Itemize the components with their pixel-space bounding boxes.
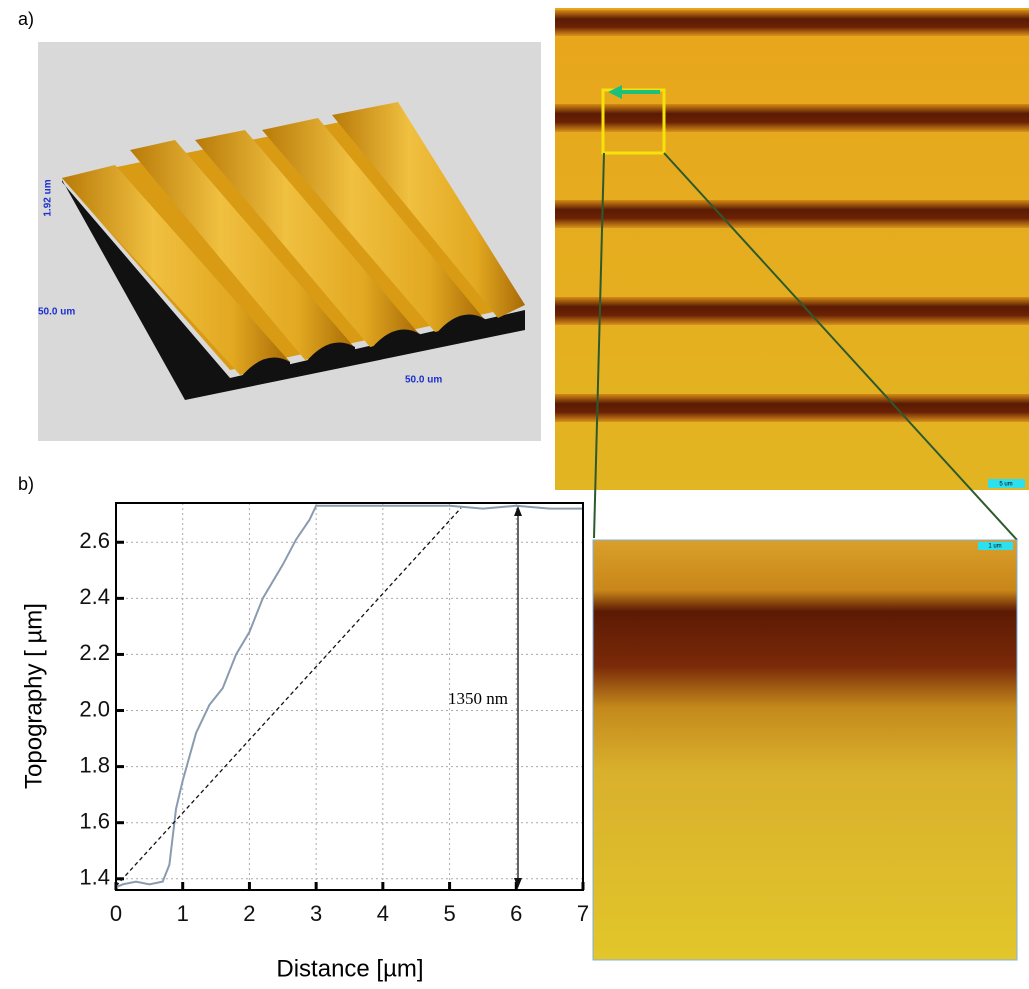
y-axis-label: Topography [ µm] (20, 603, 47, 789)
x-tick-label: 3 (310, 901, 322, 926)
scale-bar: 5 um (999, 482, 1012, 488)
panel-label: b) (18, 474, 34, 494)
x-tick-label: 1 (177, 901, 189, 926)
zoom-image: 1 um (592, 539, 1018, 961)
y-tick-label: 1.4 (79, 865, 110, 890)
x-tick-label: 2 (243, 901, 255, 926)
x-tick-label: 7 (577, 901, 589, 926)
3d-view: 1.92 um 50.0 um 50.0 um (38, 42, 541, 441)
plot-frame (115, 502, 584, 891)
x-tick-label: 4 (377, 901, 389, 926)
profile-line (115, 504, 583, 889)
axis-label: 50.0 um (405, 375, 442, 386)
y-tick-label: 1.8 (79, 752, 110, 777)
x-tick-label: 0 (110, 901, 122, 926)
afm-image: 5 um (555, 8, 1029, 490)
x-tick-label: 5 (443, 901, 455, 926)
x-tick-label: 6 (510, 901, 522, 926)
y-tick-label: 1.6 (79, 809, 110, 834)
panel-label: a) (18, 9, 34, 29)
y-tick-label: 2.2 (79, 640, 110, 665)
x-axis-label: Distance [µm] (276, 955, 423, 982)
scale-bar: 1 um (988, 544, 1001, 550)
y-tick-label: 2.0 (79, 696, 110, 721)
y-tick-label: 2.4 (79, 584, 110, 609)
profile-chart: 0 1 2 3 4 5 6 7 1.4 1.6 1.8 2.0 2.2 2.4 2.6 (79, 502, 589, 926)
annotation: 1350 nm (448, 689, 508, 708)
axis-label: 50.0 um (38, 307, 75, 318)
axis-label: 1.92 um (43, 179, 54, 216)
y-tick-label: 2.6 (79, 528, 110, 553)
